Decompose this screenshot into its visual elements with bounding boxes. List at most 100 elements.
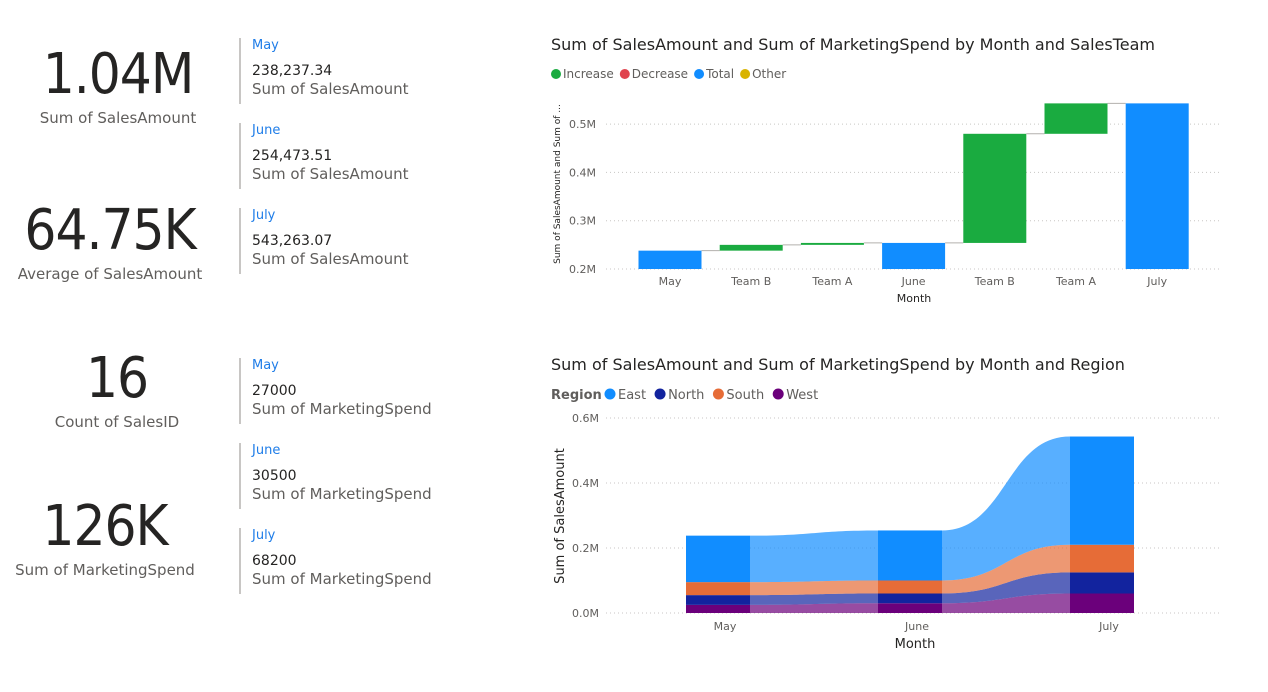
legend-label-decrease: Decrease bbox=[632, 67, 688, 81]
kpi-value: 1.04M bbox=[42, 42, 195, 107]
multirow-sales-july[interactable]: July 543,263.07 Sum of SalesAmount bbox=[239, 208, 409, 274]
legend-marker-south bbox=[712, 388, 724, 400]
kpi-card-sales-count: 16 Count of SalesID bbox=[17, 346, 217, 432]
row-month: May bbox=[252, 358, 279, 373]
ribbon-bar-south bbox=[1070, 544, 1134, 573]
y-tick-label: 0.0M bbox=[572, 607, 599, 620]
waterfall-chart-title: Sum of SalesAmount and Sum of MarketingS… bbox=[551, 35, 1155, 54]
multirow-sales-june[interactable]: June 254,473.51 Sum of SalesAmount bbox=[239, 123, 409, 189]
kpi-card-sales-avg: 64.75K Average of SalesAmount bbox=[10, 198, 210, 284]
ribbon-bar-north bbox=[878, 593, 942, 604]
ribbon-bar-west bbox=[878, 603, 942, 613]
legend-marker-west bbox=[772, 388, 784, 400]
multirow-spend-june[interactable]: June 30500 Sum of MarketingSpend bbox=[239, 443, 432, 509]
legend-label-west: West bbox=[786, 388, 818, 403]
ribbon-bar-south bbox=[878, 580, 942, 594]
x-tick-label: Team B bbox=[974, 275, 1015, 288]
kpi-value: 126K bbox=[42, 494, 168, 559]
ribbon-bar-east bbox=[1070, 436, 1134, 545]
waterfall-bar bbox=[638, 250, 702, 269]
legend-label-south: South bbox=[726, 388, 764, 403]
y-tick-label: 0.6M bbox=[572, 412, 599, 425]
ribbon-bar-north bbox=[1070, 572, 1134, 594]
row-month: June bbox=[252, 123, 281, 138]
ribbon-south bbox=[750, 580, 878, 596]
row-label: Sum of MarketingSpend bbox=[252, 400, 432, 418]
ribbon-north bbox=[942, 572, 1070, 604]
x-tick-label: June bbox=[904, 620, 929, 633]
y-tick-label: 0.4M bbox=[569, 166, 596, 179]
row-value: 30500 bbox=[252, 468, 297, 484]
multirow-spend-july[interactable]: July 68200 Sum of MarketingSpend bbox=[239, 528, 432, 594]
legend-marker-east bbox=[604, 388, 616, 400]
x-tick-label: July bbox=[1146, 275, 1167, 288]
kpi-value: 16 bbox=[85, 346, 149, 411]
ribbon-bar-west bbox=[1070, 593, 1134, 613]
multirow-spend-may[interactable]: May 27000 Sum of MarketingSpend bbox=[239, 358, 432, 424]
row-label: Sum of MarketingSpend bbox=[252, 570, 432, 588]
kpi-card-spend-sum: 126K Sum of MarketingSpend bbox=[5, 494, 205, 580]
y-tick-label: 0.4M bbox=[572, 477, 599, 490]
ribbon-bar-west bbox=[686, 604, 750, 613]
ribbon-south bbox=[942, 544, 1070, 594]
x-tick-label: Team A bbox=[1055, 275, 1097, 288]
y-tick-label: 0.3M bbox=[569, 215, 596, 228]
legend-marker-north bbox=[654, 388, 666, 400]
waterfall-bar bbox=[1125, 103, 1189, 269]
ribbon-bar-east bbox=[686, 535, 750, 583]
ribbon-chart-title: Sum of SalesAmount and Sum of MarketingS… bbox=[551, 355, 1125, 374]
kpi-card-sales-sum: 1.04M Sum of SalesAmount bbox=[18, 42, 218, 128]
waterfall-bar bbox=[1044, 103, 1108, 134]
x-tick-label: July bbox=[1098, 620, 1119, 633]
kpi-value: 64.75K bbox=[24, 198, 196, 263]
waterfall-bar bbox=[800, 242, 864, 245]
x-axis-title: Month bbox=[897, 292, 932, 305]
row-month: May bbox=[252, 38, 279, 53]
row-value: 27000 bbox=[252, 383, 297, 399]
y-tick-label: 0.2M bbox=[572, 542, 599, 555]
legend-label-increase: Increase bbox=[563, 67, 614, 81]
legend-label-total: Total bbox=[705, 67, 734, 81]
y-axis-title: Sum of SalesAmount and Sum of ... bbox=[553, 104, 563, 264]
row-value: 238,237.34 bbox=[252, 63, 333, 79]
kpi-label: Sum of MarketingSpend bbox=[15, 561, 195, 579]
legend-marker-increase bbox=[551, 69, 561, 79]
y-axis-title: Sum of SalesAmount bbox=[553, 448, 568, 584]
y-tick-label: 0.5M bbox=[569, 118, 596, 131]
ribbon-bar-north bbox=[686, 595, 750, 605]
ribbon-bar-east bbox=[878, 530, 942, 581]
waterfall-bar bbox=[882, 242, 946, 269]
row-label: Sum of MarketingSpend bbox=[252, 485, 432, 503]
kpi-label: Sum of SalesAmount bbox=[39, 109, 197, 127]
waterfall-bar bbox=[719, 244, 783, 251]
row-month: June bbox=[252, 443, 281, 458]
row-month: July bbox=[252, 208, 276, 223]
ribbon-north bbox=[750, 593, 878, 605]
x-tick-label: May bbox=[659, 275, 682, 288]
legend-marker-total bbox=[694, 69, 705, 79]
legend-label-east: East bbox=[618, 388, 646, 403]
x-tick-label: June bbox=[901, 275, 926, 288]
row-label: Sum of SalesAmount bbox=[252, 165, 409, 183]
waterfall-bar bbox=[963, 133, 1027, 243]
row-value: 254,473.51 bbox=[252, 148, 333, 164]
legend-title: Region bbox=[551, 388, 602, 403]
x-tick-label: May bbox=[714, 620, 737, 633]
legend-label-north: North bbox=[668, 388, 704, 403]
kpi-label: Count of SalesID bbox=[54, 413, 180, 431]
legend-label-other: Other bbox=[752, 67, 786, 81]
row-label: Sum of SalesAmount bbox=[252, 80, 409, 98]
ribbon-east bbox=[750, 530, 878, 583]
row-month: July bbox=[252, 528, 276, 543]
x-tick-label: Team B bbox=[730, 275, 771, 288]
ribbon-bar-south bbox=[686, 582, 750, 596]
legend-marker-other bbox=[740, 69, 751, 79]
ribbon-west bbox=[750, 603, 878, 613]
legend-marker-decrease bbox=[619, 69, 630, 79]
row-value: 543,263.07 bbox=[252, 233, 333, 249]
ribbon-east bbox=[942, 436, 1070, 581]
x-axis-title: Month bbox=[895, 637, 936, 652]
row-value: 68200 bbox=[252, 553, 297, 569]
multirow-sales-may[interactable]: May 238,237.34 Sum of SalesAmount bbox=[239, 38, 409, 104]
x-tick-label: Team A bbox=[811, 275, 853, 288]
